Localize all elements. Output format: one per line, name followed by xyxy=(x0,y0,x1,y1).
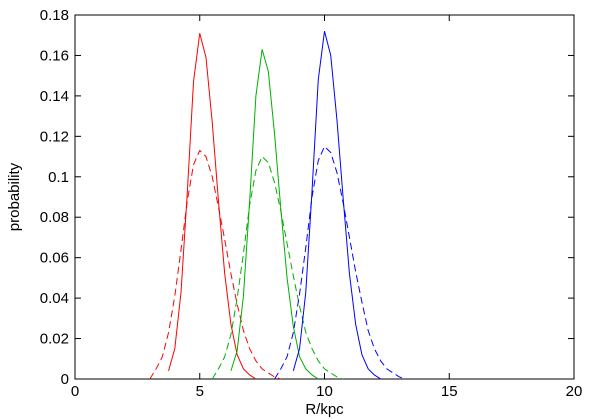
line-series xyxy=(292,31,381,380)
x-tick-label: 10 xyxy=(316,383,333,400)
x-tick-label: 5 xyxy=(196,383,204,400)
line-series xyxy=(149,149,281,380)
line-series xyxy=(211,155,344,380)
x-tick-label: 15 xyxy=(441,383,458,400)
x-axis-label: R/kpc xyxy=(305,401,344,418)
y-tick-label: 0.1 xyxy=(48,169,69,186)
y-tick-label: 0.12 xyxy=(40,128,69,145)
y-axis-label: probability xyxy=(6,162,23,231)
line-series xyxy=(168,33,257,380)
x-tick-label: 0 xyxy=(71,383,79,400)
y-tick-label: 0.16 xyxy=(40,47,69,64)
y-tick-label: 0.04 xyxy=(40,290,69,307)
plot-frame xyxy=(74,14,575,380)
y-tick-label: 0.14 xyxy=(40,88,69,105)
line-series xyxy=(230,49,319,380)
y-tick-label: 0.18 xyxy=(40,7,69,24)
y-tick-label: 0.08 xyxy=(40,209,69,226)
line-series xyxy=(274,145,406,380)
x-tick-label: 20 xyxy=(566,383,583,400)
y-tick-label: 0 xyxy=(61,371,69,388)
y-tick-label: 0.06 xyxy=(40,250,69,267)
y-tick-label: 0.02 xyxy=(40,331,69,348)
